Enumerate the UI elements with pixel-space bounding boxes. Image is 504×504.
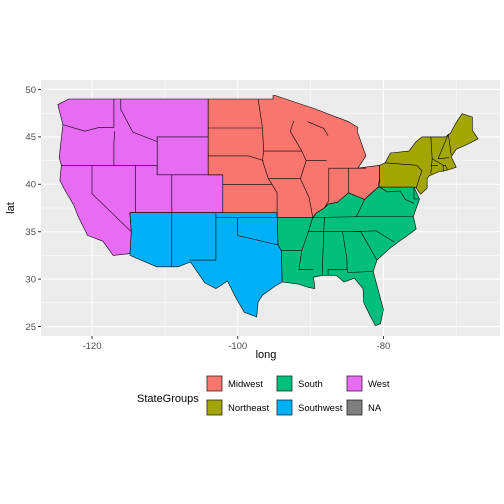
legend-item-southwest: Southwest [276, 399, 343, 416]
legend-swatch [206, 399, 223, 416]
x-tick-label: -120 [82, 341, 101, 352]
y-tick-label: 45 [25, 132, 36, 143]
legend-item-midwest: Midwest [206, 375, 263, 392]
state-borders [61, 98, 452, 276]
legend-label: Southwest [298, 403, 343, 414]
state-border [352, 230, 395, 243]
state-border [312, 216, 414, 218]
legend-label: South [298, 379, 323, 390]
state-border [120, 99, 209, 143]
legend: Midwest Northeast South Southwest West NA [206, 375, 390, 416]
legend-item-northeast: Northeast [206, 399, 270, 416]
y-axis: 25 30 35 40 45 50 [25, 85, 41, 333]
state-border [360, 231, 378, 261]
legend-item-south: South [276, 375, 323, 392]
x-axis: -120 -100 -80 [82, 336, 390, 352]
y-tick-label: 30 [25, 274, 36, 285]
state-border [385, 162, 423, 189]
legend-item-west: West [346, 375, 390, 392]
state-border [307, 121, 329, 137]
legend-swatch [206, 375, 223, 392]
legend-label: Northeast [228, 403, 270, 414]
state-border [437, 133, 449, 159]
state-border [346, 269, 374, 273]
legend-label: West [368, 379, 390, 390]
x-tick-label: -80 [377, 341, 391, 352]
region-northeast [379, 113, 479, 195]
state-border [281, 250, 314, 270]
y-tick-label: 25 [25, 322, 36, 333]
x-axis-title: long [256, 349, 277, 361]
state-border [379, 186, 415, 204]
y-tick-label: 35 [25, 227, 36, 238]
x-tick-label: -100 [228, 341, 247, 352]
legend-swatch [346, 375, 363, 392]
legend-item-na: NA [346, 399, 382, 416]
state-border [62, 99, 115, 132]
state-border [356, 199, 365, 217]
state-border [413, 187, 420, 200]
state-polygons [57, 95, 479, 326]
state-border [438, 157, 450, 159]
state-border [448, 133, 452, 155]
state-border [208, 155, 264, 161]
state-border [189, 212, 217, 261]
state-border [324, 168, 330, 209]
state-border [443, 165, 448, 171]
legend-swatch [346, 399, 363, 416]
y-tick-label: 50 [25, 85, 36, 96]
legend-label: Midwest [228, 379, 263, 390]
state-border [237, 217, 279, 246]
legend-swatch [276, 399, 293, 416]
y-tick-label: 40 [25, 180, 36, 191]
legend-label: NA [368, 403, 382, 414]
legend-title: StateGroups [137, 393, 199, 405]
region-south [276, 186, 420, 326]
state-border [91, 165, 132, 232]
y-axis-title: lat [5, 202, 17, 214]
legend-swatch [276, 375, 293, 392]
state-border [257, 98, 278, 213]
